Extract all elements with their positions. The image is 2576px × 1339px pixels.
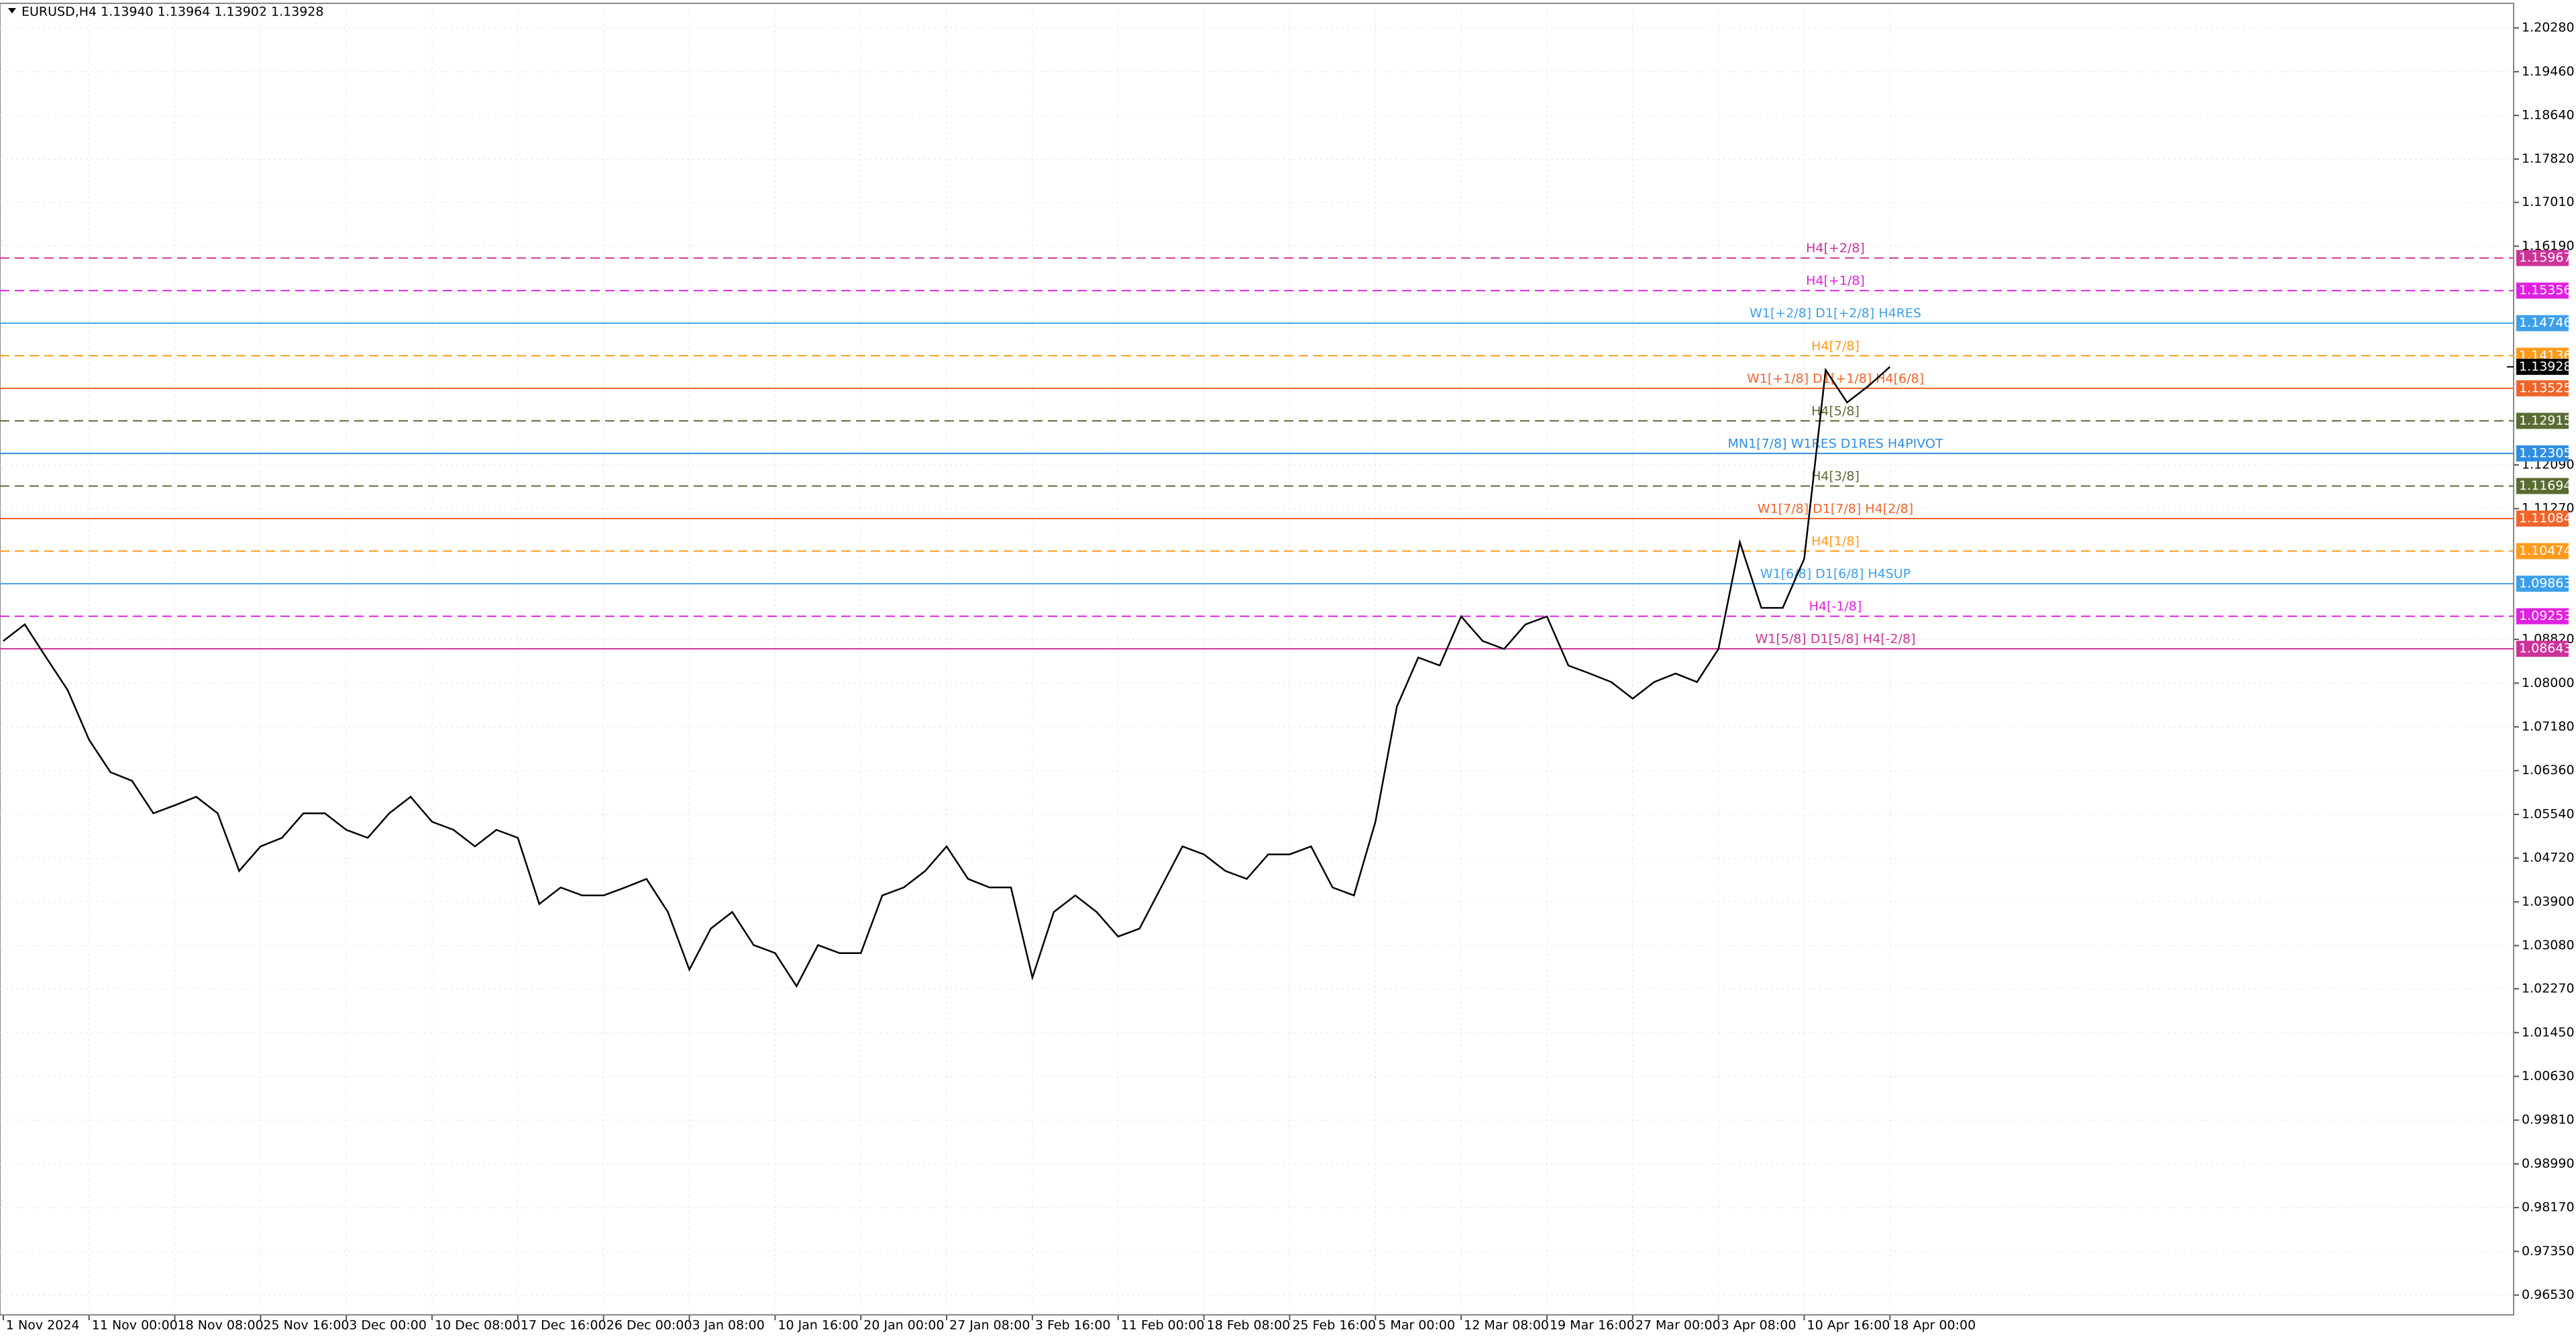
level-label: H4[3/8] <box>1811 469 1860 484</box>
x-tick-label: 18 Nov 08:00 <box>178 1318 264 1333</box>
y-tick-label: 1.01450 <box>2522 1025 2575 1040</box>
level-price: 1.14746 <box>2519 315 2572 330</box>
last-price-box <box>2516 358 2569 375</box>
price-line <box>3 366 1891 988</box>
y-tick-label: 1.06360 <box>2522 763 2575 778</box>
x-tick-label: 10 Apr 16:00 <box>1807 1318 1890 1333</box>
level-price: 1.12305 <box>2519 445 2572 460</box>
chart-title: EURUSD,H4 1.13940 1.13964 1.13902 1.1392… <box>21 5 324 19</box>
y-tick-label: 1.20280 <box>2522 20 2575 35</box>
x-tick-label: 18 Feb 08:00 <box>1207 1318 1291 1333</box>
level-label: H4[1/8] <box>1811 534 1860 549</box>
x-tick-label: 11 Nov 00:00 <box>92 1318 178 1333</box>
y-tick-label: 0.98990 <box>2522 1156 2575 1171</box>
y-tick-label: 1.00630 <box>2522 1069 2575 1083</box>
level-price-box <box>2516 543 2569 559</box>
y-tick-label: 1.16190 <box>2522 238 2575 253</box>
level-price-box <box>2516 478 2569 494</box>
level-price-box <box>2516 315 2569 331</box>
level-price: 1.15356 <box>2519 283 2572 298</box>
x-tick-label: 25 Nov 16:00 <box>263 1318 349 1333</box>
x-tick-label: 27 Jan 08:00 <box>949 1318 1030 1333</box>
x-tick-label: 11 Feb 00:00 <box>1121 1318 1205 1333</box>
level-price: 1.12915 <box>2519 413 2572 428</box>
y-tick-label: 1.02270 <box>2522 981 2575 996</box>
x-tick-label: 17 Dec 16:00 <box>521 1318 606 1333</box>
x-tick-label: 3 Jan 08:00 <box>692 1318 765 1333</box>
level-label: W1[5/8] D1[5/8] H4[-2/8] <box>1755 632 1915 647</box>
y-tick-label: 1.17820 <box>2522 152 2575 166</box>
level-price: 1.15967 <box>2519 250 2572 265</box>
plot-frame <box>0 3 2514 1316</box>
y-tick-label: 0.99810 <box>2522 1112 2575 1127</box>
x-tick-label: 19 Mar 16:00 <box>1550 1318 1635 1333</box>
y-tick-label: 1.07180 <box>2522 719 2575 734</box>
y-tick-label: 0.98170 <box>2522 1200 2575 1215</box>
y-tick-label: 1.03900 <box>2522 894 2575 909</box>
x-tick-label: 20 Jan 00:00 <box>863 1318 944 1333</box>
level-label: H4[+2/8] <box>1806 241 1865 256</box>
level-label: H4[-1/8] <box>1809 599 1862 614</box>
level-price: 1.09863 <box>2519 576 2572 591</box>
level-price: 1.08643 <box>2519 641 2572 656</box>
x-tick-label: 12 Mar 08:00 <box>1464 1318 1549 1333</box>
level-label: MN1[7/8] W1RES D1RES H4PIVOT <box>1727 436 1943 451</box>
level-price-box <box>2516 511 2569 527</box>
level-price-box <box>2516 380 2569 396</box>
level-price: 1.13525 <box>2519 380 2572 395</box>
level-label: H4[7/8] <box>1811 339 1860 354</box>
x-tick-label: 25 Feb 16:00 <box>1292 1318 1376 1333</box>
level-label: H4[5/8] <box>1811 404 1860 419</box>
y-tick-label: 1.03080 <box>2522 938 2575 953</box>
x-tick-label: 5 Mar 00:00 <box>1378 1318 1455 1333</box>
level-label: W1[6/8] D1[6/8] H4SUP <box>1760 567 1911 582</box>
level-price: 1.11694 <box>2519 478 2572 493</box>
last-price: 1.13928 <box>2519 359 2572 374</box>
level-label: W1[+2/8] D1[+2/8] H4RES <box>1750 306 1921 321</box>
x-tick-label: 26 Dec 00:00 <box>606 1318 692 1333</box>
y-tick-label: 0.96530 <box>2522 1287 2575 1302</box>
y-tick-label: 1.17010 <box>2522 195 2575 209</box>
x-tick-label: 10 Dec 08:00 <box>435 1318 521 1333</box>
y-tick-label: 1.08000 <box>2522 676 2575 690</box>
y-tick-label: 1.19460 <box>2522 64 2575 78</box>
x-tick-label: 18 Apr 00:00 <box>1892 1318 1976 1333</box>
level-price: 1.09253 <box>2519 608 2572 623</box>
level-price-box <box>2516 250 2569 266</box>
level-price-box <box>2516 445 2569 462</box>
y-tick-label: 0.97350 <box>2522 1244 2575 1258</box>
y-tick-label: 1.18640 <box>2522 108 2575 123</box>
x-tick-label: 10 Jan 16:00 <box>777 1318 858 1333</box>
level-price-box <box>2516 576 2569 592</box>
level-price-box <box>2516 282 2569 299</box>
y-tick-label: 1.05540 <box>2522 806 2575 821</box>
x-tick-label: 3 Dec 00:00 <box>349 1318 427 1333</box>
level-price: 1.10474 <box>2519 543 2572 558</box>
x-tick-label: 1 Nov 2024 <box>6 1318 80 1333</box>
x-tick-label: 27 Mar 00:00 <box>1635 1318 1721 1333</box>
level-price-box <box>2516 608 2569 625</box>
level-label: H4[+1/8] <box>1806 274 1865 288</box>
level-label: W1[7/8] D1[7/8] H4[2/8] <box>1758 502 1913 517</box>
level-price-box <box>2516 641 2569 657</box>
x-tick-label: 3 Feb 16:00 <box>1035 1318 1111 1333</box>
x-tick-label: 3 Apr 08:00 <box>1721 1318 1796 1333</box>
level-price-box <box>2516 413 2569 429</box>
y-tick-label: 1.04720 <box>2522 851 2575 865</box>
menu-arrow[interactable] <box>8 8 16 13</box>
level-price: 1.11084 <box>2519 511 2572 526</box>
